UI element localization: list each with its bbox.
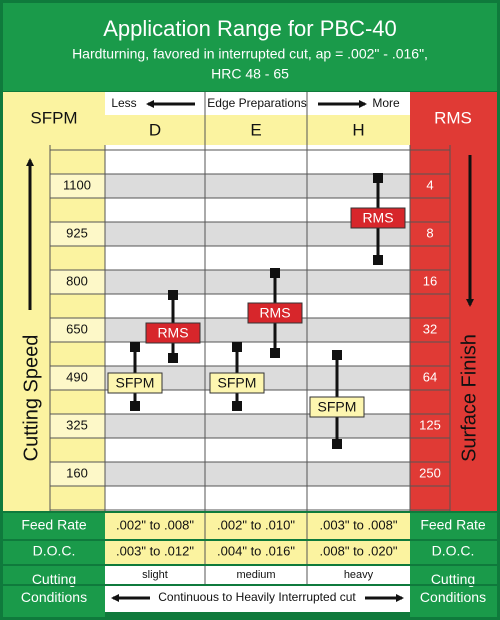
surface-finish-label: Surface Finish — [458, 334, 480, 462]
edge-more: More — [372, 96, 400, 110]
range-tag — [209, 372, 265, 394]
speed-label: 925 — [66, 225, 88, 240]
range-tag — [247, 302, 303, 324]
edge-less: Less — [111, 96, 136, 110]
cutting-speed-label: Cutting Speed — [20, 335, 42, 462]
condition: heavy — [344, 569, 374, 581]
subtitle: HRC 48 - 65 — [211, 66, 289, 82]
rms-label: 16 — [423, 273, 437, 288]
sfpm-header-cell — [3, 92, 105, 145]
column-header: H — [352, 120, 364, 139]
title: Application Range for PBC-40 — [103, 16, 397, 41]
column-header: E — [250, 120, 261, 139]
row-band — [50, 366, 105, 390]
range-tag — [145, 322, 201, 344]
range-tag-label: SFPM — [116, 375, 155, 391]
doc: .008" to .020" — [320, 543, 398, 558]
range-tag — [107, 372, 163, 394]
range-tag-label: RMS — [157, 325, 188, 341]
column-header: D — [149, 120, 161, 139]
column-header-row — [105, 115, 410, 145]
range-end — [232, 342, 242, 352]
row-label: D.O.C. — [432, 543, 475, 559]
range-end — [232, 401, 242, 411]
row-band — [50, 318, 105, 342]
rms-label: 125 — [419, 417, 441, 432]
condition: slight — [142, 569, 168, 581]
subtitle: Hardturning, favored in interrupted cut,… — [72, 46, 428, 62]
row-label: Cutting Conditions — [21, 571, 87, 605]
cut-note: Continuous to Heavily Interrupted cut — [158, 590, 356, 604]
feed-rate: .002" to .010" — [217, 517, 295, 532]
rms-label: 4 — [426, 177, 433, 192]
range-end — [373, 173, 383, 183]
speed-label: 160 — [66, 465, 88, 480]
row-label: D.O.C. — [33, 543, 76, 559]
range-tag — [350, 207, 406, 229]
rms-header-cell — [410, 92, 497, 145]
sfpm-header: SFPM — [30, 108, 77, 127]
note-row — [105, 585, 410, 612]
spec-rows — [105, 512, 410, 565]
row-band — [50, 270, 105, 294]
range-tag-label: RMS — [362, 210, 393, 226]
speed-label: 490 — [66, 369, 88, 384]
row-band — [105, 462, 410, 486]
range-end — [168, 353, 178, 363]
speed-label: 650 — [66, 321, 88, 336]
edge-label: Edge Preparations — [207, 96, 306, 110]
doc: .004" to .016" — [217, 543, 295, 558]
rms-label: 64 — [423, 369, 437, 384]
range-end — [130, 342, 140, 352]
conditions-row — [105, 565, 410, 585]
rms-label: 250 — [419, 465, 441, 480]
rms-column — [410, 145, 497, 512]
range-end — [270, 268, 280, 278]
feed-rate: .003" to .008" — [320, 517, 398, 532]
range-tag — [309, 396, 365, 418]
range-end — [373, 255, 383, 265]
row-band — [105, 414, 410, 438]
range-end — [130, 401, 140, 411]
condition: medium — [236, 569, 275, 581]
range-end — [270, 348, 280, 358]
row-label: Feed Rate — [420, 517, 486, 533]
speed-label: 325 — [66, 417, 88, 432]
row-label: Feed Rate — [21, 517, 87, 533]
range-end — [332, 350, 342, 360]
feed-rate: .002" to .008" — [116, 517, 194, 532]
rms-label: 32 — [423, 321, 437, 336]
edge-prep-row — [105, 92, 410, 115]
row-band — [50, 462, 105, 486]
range-tag-label: SFPM — [318, 399, 357, 415]
row-band — [105, 270, 410, 294]
row-label: Cutting Conditions — [420, 571, 486, 605]
speed-label: 1100 — [63, 177, 91, 192]
speed-label: 800 — [66, 273, 88, 288]
header-band — [3, 3, 497, 91]
row-band — [50, 174, 105, 198]
range-end — [168, 290, 178, 300]
rms-header: RMS — [434, 108, 472, 127]
row-band — [50, 222, 105, 246]
doc: .003" to .012" — [116, 543, 194, 558]
row-band — [105, 174, 410, 198]
row-band — [50, 414, 105, 438]
range-end — [332, 439, 342, 449]
range-tag-label: SFPM — [218, 375, 257, 391]
range-tag-label: RMS — [259, 305, 290, 321]
rms-label: 8 — [426, 225, 433, 240]
